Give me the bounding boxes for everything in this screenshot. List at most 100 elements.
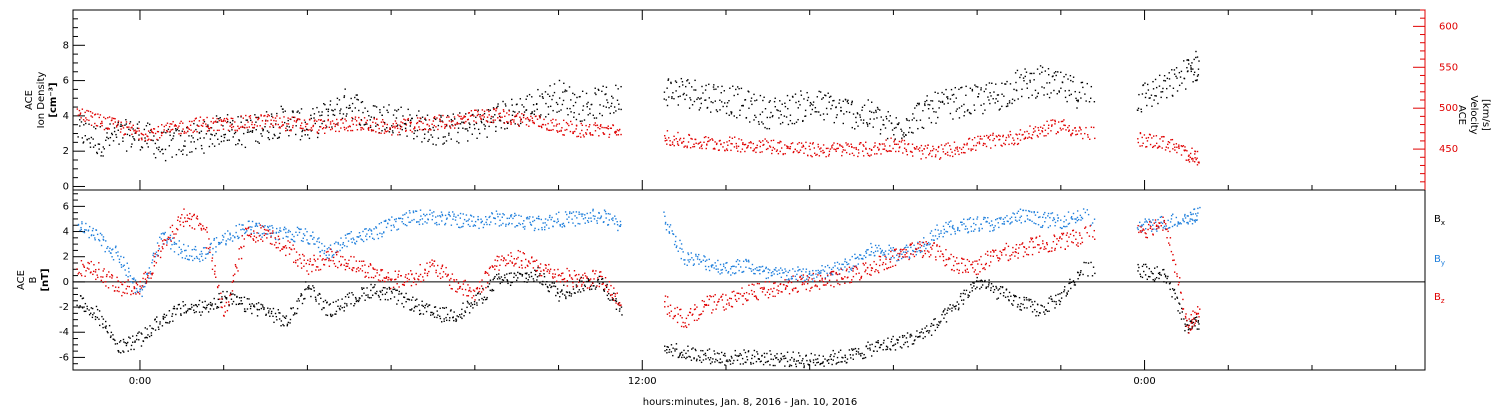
velocity-point <box>141 133 143 136</box>
density-point <box>261 135 263 137</box>
velocity-point <box>800 142 803 144</box>
velocity-point <box>1167 143 1169 146</box>
density-point <box>799 104 801 106</box>
density-point <box>674 80 677 82</box>
bx-point <box>775 357 777 359</box>
bx-point <box>750 361 752 364</box>
bx-point <box>476 304 478 306</box>
velocity-point <box>1145 146 1147 148</box>
bottom-left-label-line3: [nT] <box>40 268 51 291</box>
velocity-point <box>753 150 755 152</box>
velocity-point <box>492 121 494 124</box>
velocity-point <box>295 121 297 123</box>
bx-point <box>101 323 104 325</box>
density-point <box>832 100 834 102</box>
velocity-point <box>327 118 329 121</box>
density-point <box>149 131 151 134</box>
by-point <box>298 231 301 234</box>
bx-point <box>956 301 958 303</box>
by-point <box>215 237 218 239</box>
velocity-point <box>544 124 547 126</box>
velocity-point <box>836 142 839 145</box>
bx-point <box>430 314 432 316</box>
by-point <box>612 219 614 222</box>
density-point <box>117 121 119 124</box>
bx-point <box>330 315 332 317</box>
bx-point <box>734 349 736 352</box>
by-point <box>323 250 326 252</box>
bx-point <box>1186 324 1188 326</box>
bx-point <box>581 280 583 282</box>
velocity-point <box>188 120 191 123</box>
by-point <box>720 269 722 271</box>
density-point <box>941 91 943 94</box>
velocity-point <box>114 118 116 120</box>
density-point <box>492 107 495 109</box>
density-point <box>1138 93 1140 96</box>
velocity-point <box>1139 132 1142 135</box>
by-point <box>566 218 568 220</box>
by-point <box>514 212 516 215</box>
density-point <box>203 120 206 123</box>
density-point <box>758 123 760 125</box>
density-point <box>1022 77 1025 79</box>
bx-point <box>802 358 804 360</box>
velocity-point <box>424 117 426 119</box>
density-point <box>854 128 856 130</box>
velocity-point <box>440 125 443 128</box>
density-point <box>346 113 348 115</box>
by-point <box>859 254 862 256</box>
velocity-point <box>1038 129 1040 131</box>
density-point <box>555 101 558 104</box>
bx-point <box>917 336 920 338</box>
legend-by-sub: y <box>1441 259 1445 267</box>
bx-point <box>1183 318 1185 320</box>
velocity-point <box>387 130 389 132</box>
density-point <box>173 132 175 134</box>
velocity-point <box>1180 154 1183 156</box>
velocity-point <box>270 119 272 121</box>
bx-point <box>453 319 455 322</box>
bx-point <box>309 288 311 290</box>
density-point <box>288 126 290 128</box>
bx-point <box>924 327 926 329</box>
velocity-point <box>1016 137 1019 140</box>
bx-point <box>165 321 167 324</box>
density-point <box>730 113 733 115</box>
bx-point <box>93 312 95 314</box>
by-point <box>549 214 551 217</box>
density-point <box>541 93 543 95</box>
top-left-label-line3: [cm⁻³] <box>48 82 59 117</box>
density-point <box>1006 80 1008 83</box>
density-point <box>615 110 617 112</box>
by-point <box>856 256 859 258</box>
velocity-point <box>1198 162 1200 164</box>
velocity-point <box>851 146 853 148</box>
density-point <box>973 104 975 106</box>
density-point <box>1140 108 1142 111</box>
density-point <box>276 112 278 115</box>
velocity-point <box>556 129 558 132</box>
by-point <box>404 224 407 226</box>
by-point <box>398 217 401 220</box>
velocity-point <box>677 131 679 134</box>
velocity-point <box>1002 134 1004 137</box>
by-point <box>246 230 248 232</box>
velocity-point <box>608 136 610 138</box>
bx-point <box>675 343 678 345</box>
bx-point <box>1163 281 1165 283</box>
velocity-point <box>989 139 991 141</box>
velocity-point <box>932 145 934 148</box>
density-point <box>205 133 208 135</box>
bx-point <box>1054 307 1056 309</box>
by-point <box>748 261 750 263</box>
by-point <box>738 260 741 262</box>
by-point <box>696 258 699 260</box>
by-point <box>459 217 462 219</box>
velocity-point <box>1004 143 1006 146</box>
density-point <box>804 115 806 117</box>
bx-point <box>1064 286 1066 288</box>
bx-point <box>995 287 998 289</box>
by-point <box>836 261 839 264</box>
velocity-point <box>589 124 591 126</box>
